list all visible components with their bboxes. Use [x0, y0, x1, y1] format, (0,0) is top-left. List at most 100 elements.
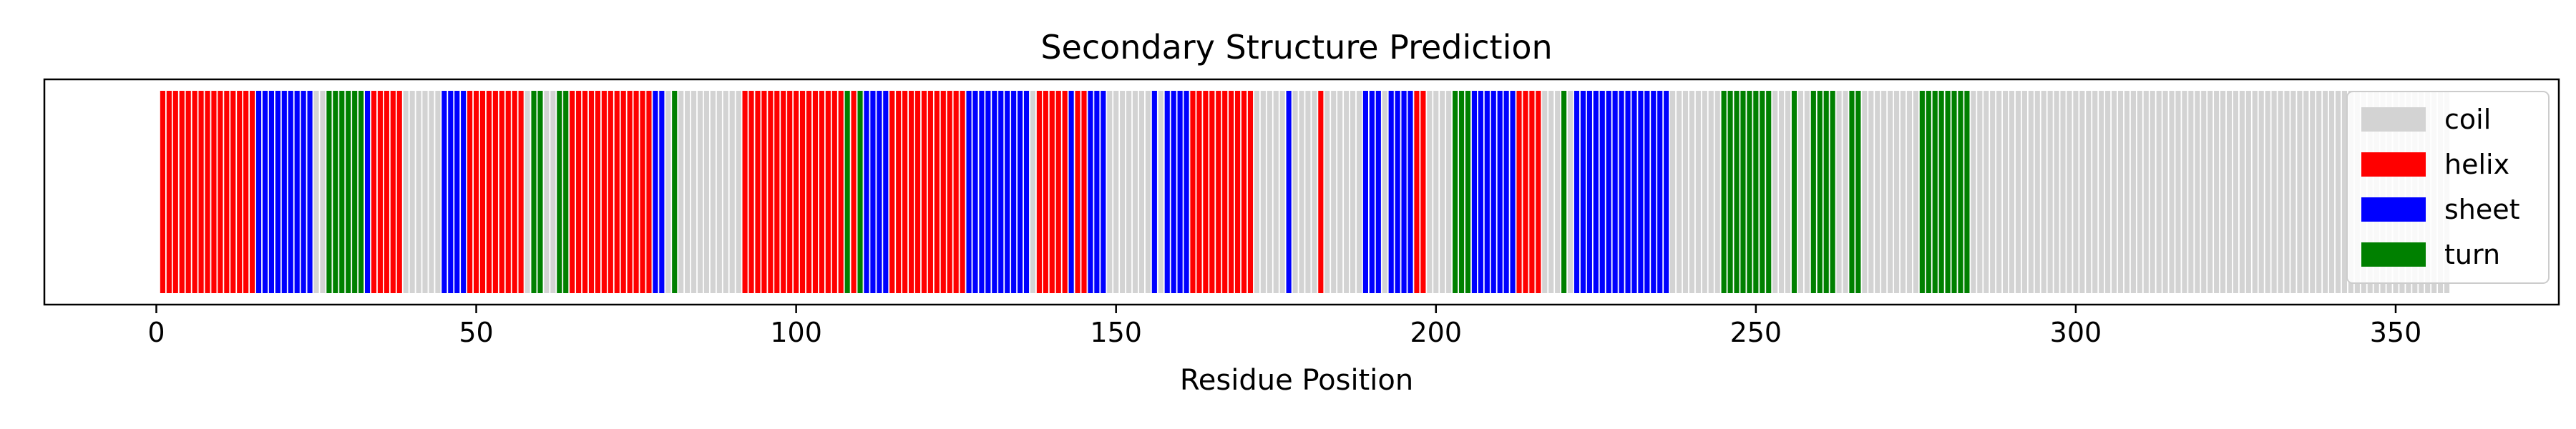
bar-coil-240 [1689, 91, 1695, 293]
bar-coil-243 [1708, 91, 1714, 293]
bar-helix-100 [794, 91, 799, 293]
bar-coil-181 [1312, 91, 1317, 293]
bar-coil-241 [1695, 91, 1701, 293]
bar-sheet-111 [864, 91, 869, 293]
bar-sheet-231 [1631, 91, 1637, 293]
bar-helix-102 [806, 91, 812, 293]
bar-helix-170 [1241, 91, 1247, 293]
bar-sheet-177 [1286, 91, 1292, 293]
legend: coil helix sheet turn [2346, 91, 2550, 284]
bar-coil-323 [2220, 91, 2226, 293]
x-tick-label-300: 300 [2050, 317, 2102, 348]
bar-helix-118 [908, 91, 914, 293]
bar-sheet-78 [653, 91, 658, 293]
bar-helix-11 [224, 91, 230, 293]
bar-coil-149 [1107, 91, 1113, 293]
bar-sheet-33 [364, 91, 371, 293]
bar-coil-86 [703, 91, 710, 293]
bar-helix-141 [1055, 91, 1061, 293]
bar-helix-103 [812, 91, 819, 293]
bar-sheet-146 [1088, 91, 1093, 293]
bar-sheet-132 [998, 91, 1004, 293]
bar-coil-314 [2162, 91, 2168, 293]
bar-sheet-21 [288, 91, 293, 293]
bar-helix-68 [588, 91, 595, 293]
bar-sheet-128 [972, 91, 978, 293]
bar-helix-37 [390, 91, 396, 293]
bar-sheet-210 [1497, 91, 1503, 293]
bar-sheet-209 [1491, 91, 1496, 293]
bar-helix-138 [1036, 91, 1042, 293]
bar-helix-107 [838, 91, 844, 293]
bar-helix-67 [582, 91, 588, 293]
bar-helix-101 [799, 91, 806, 293]
bar-sheet-24 [307, 91, 313, 293]
bar-helix-93 [748, 91, 754, 293]
bar-helix-65 [570, 91, 575, 293]
bar-sheet-226 [1599, 91, 1605, 293]
bar-helix-56 [512, 91, 517, 293]
bar-helix-171 [1247, 91, 1254, 293]
bar-coil-85 [697, 91, 703, 293]
bar-coil-25 [313, 91, 319, 293]
bar-coil-322 [2214, 91, 2220, 293]
bar-sheet-212 [1510, 91, 1516, 293]
bar-coil-284 [1971, 91, 1976, 293]
bar-helix-145 [1081, 91, 1087, 293]
bar-helix-71 [608, 91, 613, 293]
bar-sheet-136 [1023, 91, 1030, 293]
bar-helix-13 [237, 91, 243, 293]
bar-sheet-23 [301, 91, 306, 293]
bar-helix-104 [819, 91, 824, 293]
bar-coil-39 [403, 91, 409, 293]
bar-coil-338 [2316, 91, 2322, 293]
bar-helix-168 [1229, 91, 1234, 293]
bar-turn-278 [1932, 91, 1938, 293]
bar-helix-7 [198, 91, 204, 293]
bar-coil-264 [1843, 91, 1848, 293]
bar-sheet-196 [1407, 91, 1413, 293]
bar-turn-27 [326, 91, 332, 293]
bar-turn-32 [358, 91, 364, 293]
bar-coil-324 [2226, 91, 2233, 293]
bar-turn-260 [1817, 91, 1823, 293]
bar-coil-336 [2303, 91, 2309, 293]
bar-helix-169 [1235, 91, 1241, 293]
bar-coil-91 [736, 91, 741, 293]
bar-sheet-189 [1362, 91, 1368, 293]
bar-coil-187 [1350, 91, 1356, 293]
x-axis-ticks: 0 50 100 150 200 250 300 350 [147, 305, 2421, 348]
bar-coil-258 [1804, 91, 1810, 293]
bar-coil-303 [2092, 91, 2098, 293]
bar-coil-301 [2079, 91, 2085, 293]
bar-coil-321 [2207, 91, 2213, 293]
bar-helix-122 [934, 91, 940, 293]
bar-helix-125 [953, 91, 959, 293]
legend-box [2346, 91, 2550, 284]
bar-coil-274 [1906, 91, 1913, 293]
bar-helix-15 [250, 91, 255, 293]
bar-helix-164 [1203, 91, 1209, 293]
bar-turn-28 [333, 91, 338, 293]
bar-turn-262 [1830, 91, 1835, 293]
bar-coil-270 [1881, 91, 1887, 293]
bar-coil-269 [1875, 91, 1880, 293]
bar-helix-165 [1209, 91, 1215, 293]
bars-layer [160, 91, 2450, 293]
bar-helix-97 [774, 91, 780, 293]
bar-sheet-17 [262, 91, 268, 293]
bar-helix-197 [1414, 91, 1420, 293]
bar-coil-300 [2073, 91, 2079, 293]
bar-sheet-143 [1068, 91, 1074, 293]
bar-coil-41 [416, 91, 421, 293]
bar-coil-311 [2143, 91, 2149, 293]
bar-coil-326 [2239, 91, 2245, 293]
bar-coil-294 [2034, 91, 2040, 293]
bar-sheet-19 [275, 91, 280, 293]
bar-sheet-232 [1638, 91, 1644, 293]
bar-helix-51 [479, 91, 486, 293]
bar-coil-89 [723, 91, 728, 293]
bar-helix-69 [595, 91, 601, 293]
bar-coil-342 [2341, 91, 2348, 293]
